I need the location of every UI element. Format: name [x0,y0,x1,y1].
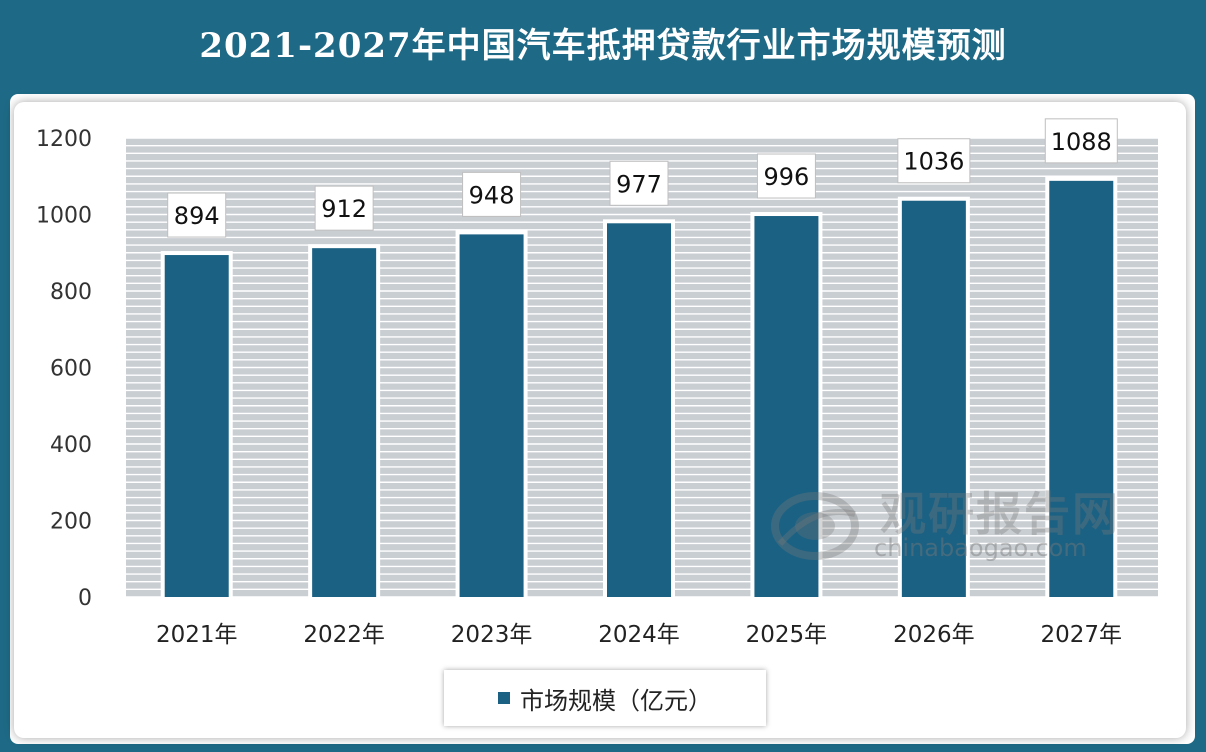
data-label-box [609,160,669,206]
x-tick-label: 2021年 [156,622,238,648]
y-tick-label: 200 [50,510,92,535]
x-tick-label: 2024年 [598,622,680,648]
data-label: 1088 [1051,128,1112,156]
y-tick-label: 1000 [36,204,92,229]
data-label: 894 [174,202,220,230]
data-label-box [462,171,522,217]
bar [901,200,966,598]
bar [607,223,671,598]
bar [164,255,229,598]
legend-label: 市场规模（亿元） [520,686,712,715]
bar [754,216,819,597]
watermark-url: chinabaogao.com [874,534,1087,562]
x-tick-label: 2022年 [303,622,385,648]
y-tick-label: 600 [50,357,92,382]
data-label: 948 [469,181,515,209]
data-label-box [756,153,816,199]
y-tick-label: 800 [50,280,92,305]
legend: 市场规模（亿元） [444,670,766,726]
data-label: 977 [616,170,662,198]
bar [459,234,524,597]
watermark: 观研报告网 chinabaogao.com [770,478,1130,568]
chart-title: 2021-2027年中国汽车抵押贷款行业市场规模预测 [199,25,1007,66]
data-label-box [314,185,374,231]
data-label-box [1044,118,1118,164]
bar [1049,180,1114,597]
legend-swatch [498,692,510,704]
y-tick-label: 400 [50,433,92,458]
data-label: 1036 [903,148,964,176]
data-label-box [167,192,227,238]
y-tick-label: 0 [78,586,92,611]
x-tick-label: 2027年 [1041,622,1123,648]
data-label: 996 [764,163,810,191]
watermark-name: 观研报告网 [880,487,1120,541]
globe-logo-icon [771,492,859,560]
data-label-box [897,138,971,184]
x-tick-label: 2023年 [451,622,533,648]
title-bar: 2021-2027年中国汽车抵押贷款行业市场规模预测 [0,0,1206,84]
y-tick-label: 1200 [36,127,92,152]
x-tick-label: 2026年 [893,622,975,648]
bar [312,248,377,597]
data-label: 912 [321,195,367,223]
x-tick-label: 2025年 [746,622,828,648]
